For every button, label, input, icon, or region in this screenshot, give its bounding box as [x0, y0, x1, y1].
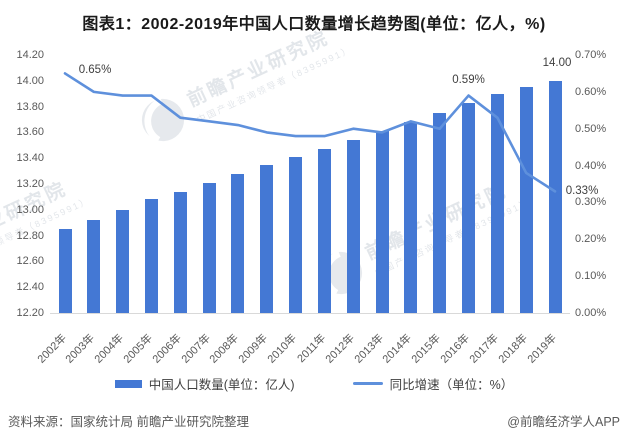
- x-axis-label: 2014年: [380, 332, 415, 366]
- population-bar: [346, 140, 360, 313]
- line-series: [63, 72, 557, 193]
- left-axis-ticks: 14.20 14.00 13.80 13.60 13.40 13.20 13.00 12.80…: [0, 49, 46, 319]
- x-axis-label: 2018年: [496, 332, 530, 366]
- x-axis-label: 2003年: [63, 332, 98, 366]
- left-axis-tick: 13.40: [16, 152, 44, 165]
- x-axis-label: 2006年: [150, 332, 184, 366]
- legend-label-population: 中国人口数量(单位：亿人): [148, 378, 295, 392]
- right-axis-tick: 0.00%: [575, 307, 607, 319]
- data-label: 0.65%: [78, 64, 112, 77]
- population-bar: [433, 113, 447, 313]
- x-axis-label: 2009年: [236, 332, 271, 366]
- right-axis-tick: 0.60%: [575, 85, 607, 98]
- left-axis-tick: 13.00: [16, 203, 44, 216]
- left-axis-tick: 12.60: [16, 255, 44, 268]
- chart-title: 图表1：2002-2019年中国人口数量增长趋势图(单位：亿人，%): [82, 16, 546, 33]
- right-axis-tick: 0.30%: [575, 196, 607, 209]
- population-bar: [260, 164, 274, 313]
- population-bar: [317, 149, 331, 313]
- x-axis-label: 2019年: [525, 332, 559, 366]
- line-swatch-icon: [352, 382, 383, 385]
- right-axis-tick: 0.40%: [575, 159, 607, 172]
- population-bar: [116, 209, 130, 313]
- footer: 资料来源：国家统计局 前瞻产业研究院整理 @前瞻经济学人APP: [0, 411, 628, 430]
- x-axis-labels: 2002年 2003年 2004年 2005年 2006年 2007年 2008年 2009年…: [35, 313, 570, 373]
- data-label: 0.59%: [452, 73, 485, 86]
- growth-rate-line: [63, 72, 557, 193]
- left-axis-tick: 13.60: [16, 126, 44, 139]
- left-axis-tick: 12.80: [16, 229, 44, 242]
- legend: 中国人口数量(单位：亿人) 同比增速（单位：%）: [0, 374, 628, 393]
- left-axis-tick: 12.20: [16, 307, 44, 319]
- right-axis-tick: 0.10%: [575, 270, 607, 283]
- population-bar: [144, 199, 158, 313]
- legend-item-population: 中国人口数量(单位：亿人): [114, 374, 295, 393]
- population-bar: [375, 131, 389, 313]
- x-axis-label: 2012年: [323, 332, 357, 366]
- population-bar: [202, 182, 216, 313]
- data-label: 14.00: [542, 56, 572, 69]
- x-axis-label: 2008年: [207, 332, 242, 366]
- population-bar: [404, 122, 418, 313]
- legend-item-growth: 同比增速（单位：%）: [352, 374, 514, 393]
- x-axis-label: 2010年: [265, 332, 300, 366]
- bar-swatch-icon: [114, 379, 142, 388]
- left-axis-tick: 13.20: [16, 178, 44, 190]
- population-bar: [519, 87, 533, 313]
- x-axis-label: 2002年: [35, 332, 69, 366]
- population-bar: [490, 93, 504, 313]
- x-axis-label: 2016年: [438, 332, 473, 366]
- right-axis-tick: 0.20%: [575, 233, 607, 246]
- source-note: 资料来源：国家统计局 前瞻产业研究院整理: [8, 415, 249, 429]
- population-bar: [58, 229, 72, 313]
- x-axis-label: 2017年: [467, 332, 501, 366]
- right-axis-tick: 0.70%: [575, 49, 607, 61]
- x-axis-label: 2011年: [295, 332, 329, 366]
- data-label: 0.33%: [565, 185, 599, 198]
- population-bar: [173, 191, 187, 313]
- legend-label-growth: 同比增速（单位：%）: [389, 378, 514, 392]
- credit-note: @前瞻经济学人APP: [507, 415, 620, 429]
- population-bar: [231, 173, 245, 313]
- right-axis-tick: 0.50%: [575, 122, 607, 135]
- x-axis-label: 2015年: [409, 332, 444, 366]
- x-axis-label: 2005年: [121, 332, 156, 366]
- left-axis-tick: 14.20: [16, 49, 44, 61]
- x-axis-label: 2004年: [92, 332, 127, 366]
- x-axis-label: 2007年: [179, 332, 213, 366]
- population-bar: [289, 156, 303, 313]
- plot-area: 0.65% 0.59% 14.00 0.33%: [50, 55, 598, 314]
- population-bar: [87, 220, 101, 313]
- left-axis-tick: 14.00: [16, 74, 44, 87]
- x-axis-label: 2013年: [352, 332, 386, 366]
- right-axis-ticks: 0.70% 0.60% 0.50% 0.40% 0.30% 0.20% 0.10% 0.00%: [575, 49, 627, 319]
- population-bar: [548, 80, 562, 313]
- left-axis-tick: 13.80: [16, 100, 44, 113]
- left-axis-tick: 12.40: [16, 281, 44, 294]
- population-bar: [462, 102, 476, 313]
